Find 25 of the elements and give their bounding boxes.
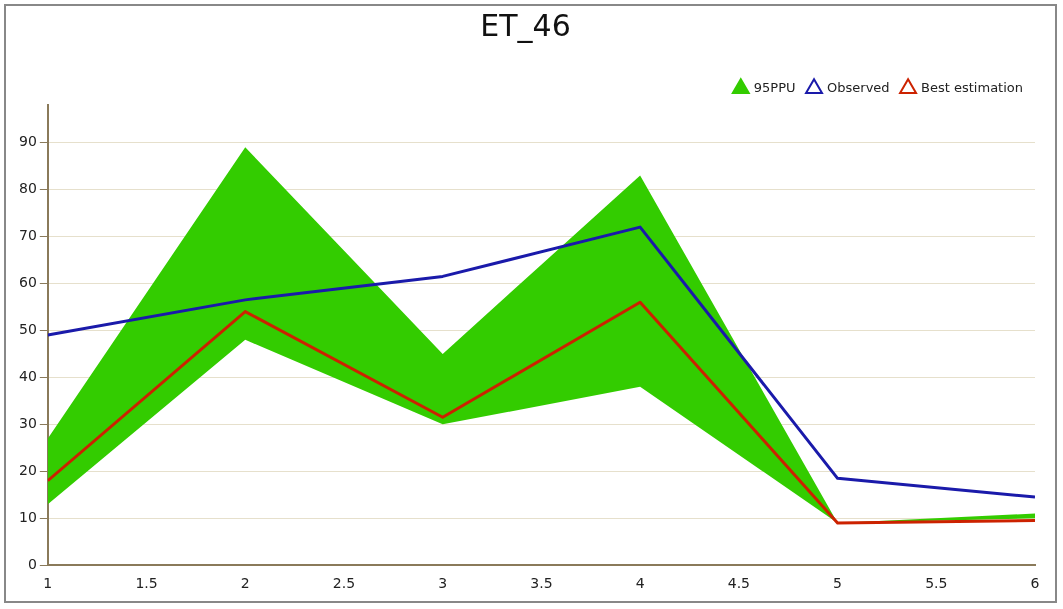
- x-tick-label: 2.5: [332, 575, 356, 592]
- x-tick-label: 1: [43, 575, 53, 592]
- x-tick-label: 3.5: [530, 575, 553, 592]
- x-tick-label: 2: [240, 575, 250, 592]
- y-tick-label: 50: [18, 321, 37, 338]
- x-tick-label: 1.5: [135, 575, 158, 592]
- y-tick-label: 70: [18, 227, 37, 244]
- y-tick-label: 20: [18, 461, 37, 478]
- y-tick-label: 10: [18, 508, 37, 525]
- y-tick-label: 40: [18, 368, 37, 384]
- x-tick-label: 4: [635, 575, 645, 592]
- y-tick-label: 0: [27, 555, 37, 572]
- y-tick-label: 90: [18, 133, 37, 150]
- x-tick-label: 5: [833, 575, 843, 592]
- legend-label: Best estimation: [921, 79, 1024, 95]
- y-tick-label: 60: [18, 274, 37, 291]
- legend-label: Observed: [827, 79, 890, 95]
- chart-title: ET_46: [480, 7, 571, 43]
- x-tick-label: 5.5: [925, 575, 948, 592]
- x-tick-label: 3: [438, 575, 448, 592]
- y-tick-label: 80: [18, 180, 37, 197]
- y-tick-label: 30: [18, 414, 37, 431]
- x-tick-label: 6: [1030, 575, 1040, 592]
- legend-label: 95PPU: [753, 79, 796, 95]
- x-tick-label: 4.5: [727, 575, 750, 592]
